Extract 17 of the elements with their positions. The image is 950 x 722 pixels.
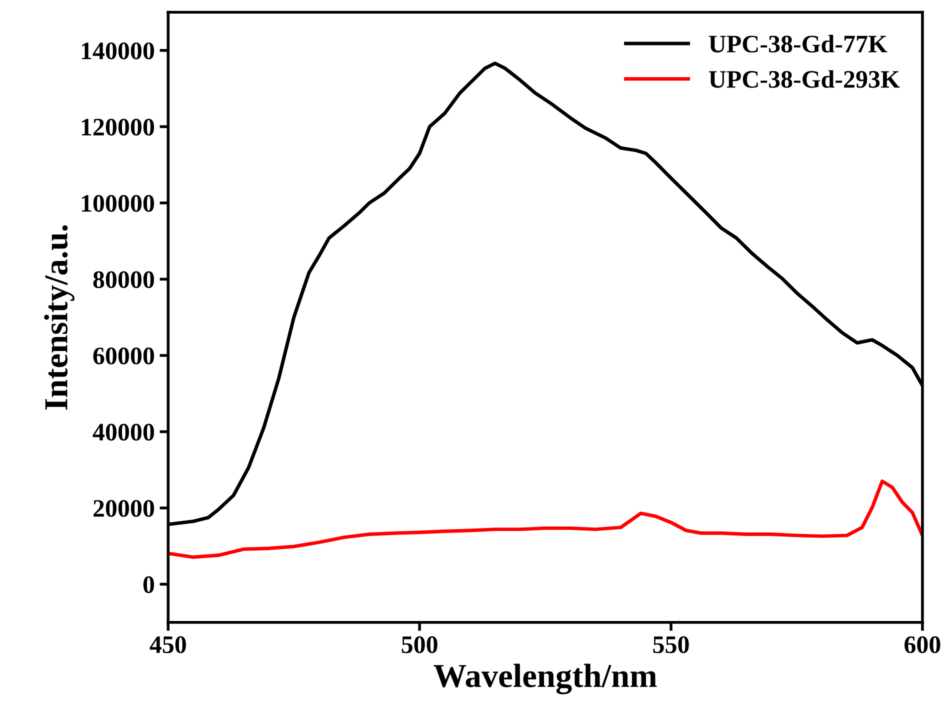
y-axis-title: Intensity/a.u. <box>44 225 74 410</box>
y-tick-label: 40000 <box>92 424 154 441</box>
line-series <box>168 480 922 559</box>
y-tick-label: 100000 <box>82 194 154 212</box>
legend-label: UPC-38-Gd-77K <box>708 34 888 53</box>
y-tick-label: 120000 <box>82 118 154 136</box>
x-tick-label: 550 <box>653 636 689 654</box>
y-tick-label: 140000 <box>82 42 154 60</box>
x-tick-label: 600 <box>904 636 940 654</box>
legend-label: UPC-38-Gd-293K <box>708 70 900 88</box>
y-tick-label: 60000 <box>93 348 154 364</box>
y-tick-label: 20000 <box>94 500 154 517</box>
y-tick-label: 80000 <box>93 271 154 288</box>
y-tick-label: 0 <box>143 576 154 594</box>
x-axis-title: Wavelength/nm <box>434 664 657 694</box>
x-tick-label: 500 <box>402 636 438 654</box>
x-tick-label: 450 <box>150 636 186 654</box>
